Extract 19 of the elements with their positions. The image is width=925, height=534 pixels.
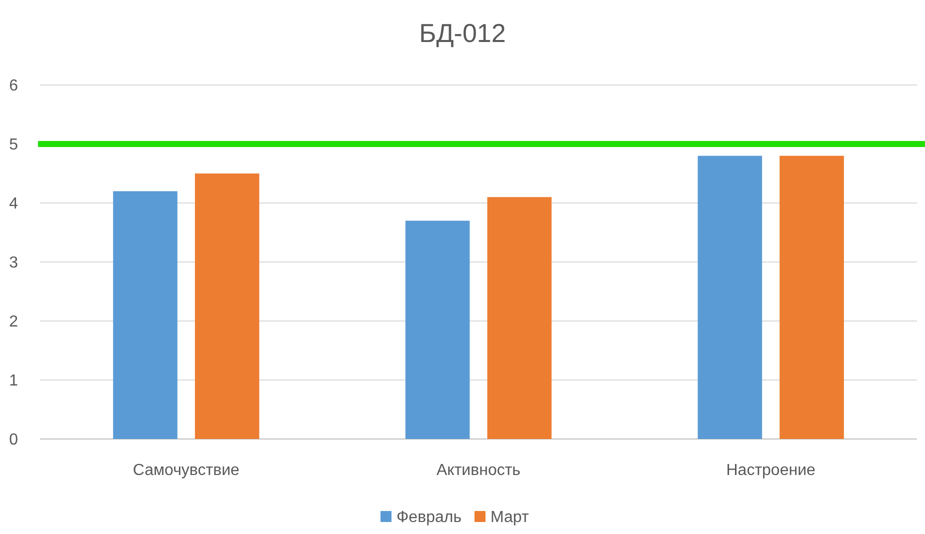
x-tick-label: Самочувствие (132, 462, 240, 479)
bar (405, 220, 470, 439)
y-tick-label: 5 (9, 136, 18, 154)
y-tick-label: 2 (9, 314, 18, 331)
y-tick-label: 3 (9, 254, 18, 272)
y-tick-label: 6 (9, 78, 18, 95)
legend-label: Февраль (396, 509, 462, 526)
bar (698, 156, 762, 439)
y-tick-label: 4 (9, 196, 18, 213)
y-tick-label: 0 (9, 432, 18, 449)
legend-label: Март (490, 509, 530, 526)
bar (487, 197, 552, 439)
x-tick-label: Настроение (726, 462, 816, 479)
bar (194, 174, 260, 439)
x-tick-label: Активность (436, 462, 521, 479)
bar (113, 191, 178, 439)
y-tick-label: 1 (9, 372, 18, 390)
chart-title: БД-012 (419, 18, 506, 48)
bar (780, 156, 844, 439)
